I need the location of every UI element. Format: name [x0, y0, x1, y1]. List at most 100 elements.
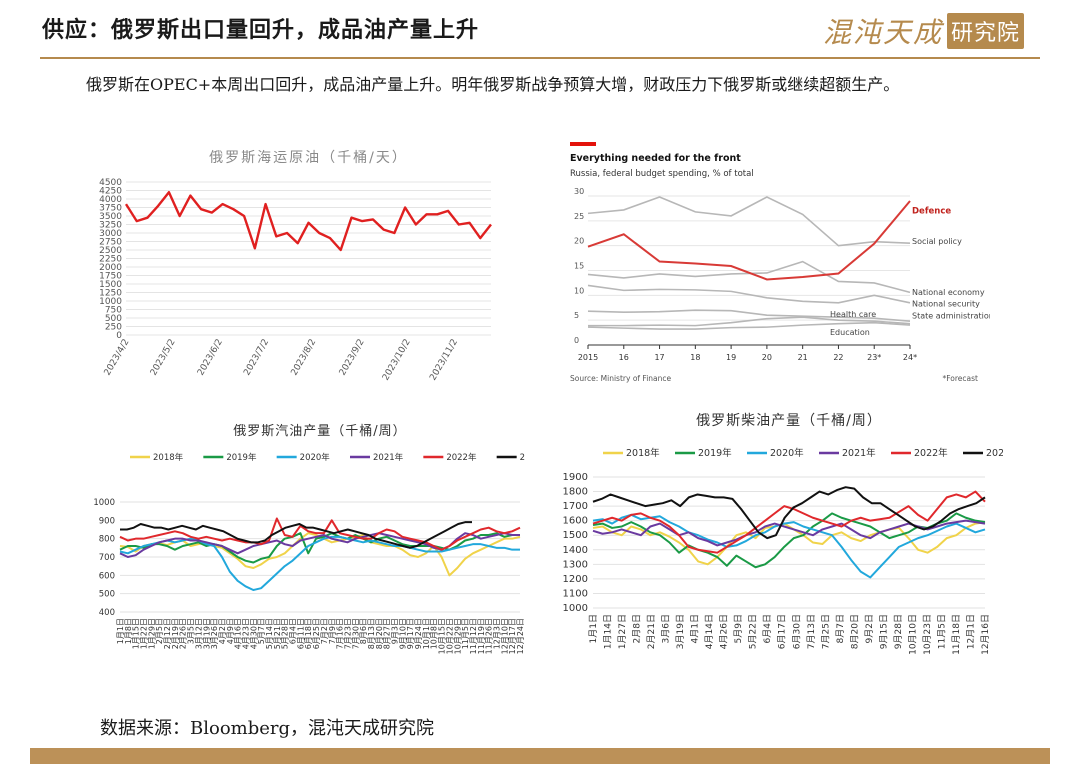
x-tick-label: 4月14日 [704, 614, 715, 649]
y-tick-label: 3000 [99, 229, 122, 239]
x-tick-label: 2023/11/2 [428, 338, 460, 383]
logo-wordmark: 混沌天成 [822, 16, 943, 49]
x-tick-label: 2015 [578, 353, 598, 362]
x-tick-label: 5月22日 [748, 614, 759, 649]
x-tick-label: 9月17日 [406, 618, 415, 649]
series-line [592, 513, 986, 579]
series-line [120, 521, 472, 549]
y-tick-label: 2750 [99, 238, 122, 248]
x-tick-label: 6月25日 [312, 618, 321, 649]
y-tick-label: 400 [99, 608, 115, 618]
x-tick-label: 2023/10/2 [381, 338, 413, 383]
x-tick-label: 11月5日 [461, 618, 470, 649]
legend-label: 2019年 [698, 447, 732, 459]
x-tick-label: 12月10日 [500, 618, 509, 654]
x-tick-label: 2月5日 [155, 618, 164, 644]
x-tick-label: 3月26日 [210, 618, 219, 649]
x-tick-label: 2023/4/2 [103, 338, 132, 378]
chart-footnote: *Forecast [943, 374, 979, 383]
x-tick-label: 12月17日 [508, 618, 517, 654]
x-tick-label: 8月20日 [375, 618, 384, 649]
chart-source-note: Source: Ministry of Finance [570, 374, 672, 383]
logo-badge: 研究院 [946, 13, 1024, 49]
y-tick-label: 4500 [99, 178, 122, 188]
y-tick-label: 250 [105, 323, 122, 333]
y-tick-label: 15 [574, 262, 584, 271]
legend-label: 2022年 [914, 447, 948, 459]
x-tick-label: 5月14日 [265, 618, 274, 649]
legend-label: 2023年 [986, 447, 1003, 459]
y-tick-label: 5 [574, 311, 579, 320]
y-tick-label: 600 [99, 571, 115, 581]
y-tick-label: 20 [574, 237, 584, 246]
y-tick-label: 1300 [563, 559, 588, 570]
x-tick-label: 2023/7/2 [242, 338, 271, 378]
brand-logo: 混沌天成 研究院 [823, 12, 1024, 50]
x-tick-label: 6月17日 [777, 614, 788, 649]
x-tick-label: 9月3日 [391, 618, 400, 644]
x-tick-label: 2023/6/2 [196, 338, 225, 378]
x-tick-label: 5月7日 [257, 618, 266, 644]
x-tick-label: 20 [762, 353, 772, 362]
y-tick-label: 3250 [99, 221, 122, 231]
x-tick-label: 10月22日 [445, 618, 454, 654]
x-tick-label: 1月8日 [124, 618, 133, 644]
x-tick-label: 4月23日 [241, 618, 250, 649]
y-tick-label: 1200 [563, 574, 588, 585]
x-tick-label: 8月20日 [849, 614, 860, 649]
x-tick-label: 3月19日 [202, 618, 211, 649]
x-tick-label: 10月29日 [453, 618, 462, 654]
x-tick-label: 10月23日 [922, 614, 933, 655]
y-tick-label: 2500 [99, 246, 122, 256]
y-tick-label: 25 [574, 212, 584, 221]
x-tick-label: 22 [833, 353, 843, 362]
x-tick-label: 4月2日 [218, 618, 227, 644]
y-tick-label: 1800 [563, 487, 588, 498]
y-tick-label: 1500 [99, 280, 122, 290]
y-tick-label: 4250 [99, 187, 122, 197]
x-tick-label: 8月13日 [367, 618, 376, 649]
series-line [119, 517, 521, 551]
series-line [587, 321, 911, 330]
series-label: Education [830, 328, 870, 337]
x-tick-label: 24* [903, 353, 917, 362]
y-tick-label: 800 [99, 535, 115, 545]
y-tick-label: 1600 [563, 516, 588, 527]
x-tick-label: 4月30日 [249, 618, 258, 649]
x-tick-label: 2月21日 [646, 614, 657, 649]
budget-chart-svg: Everything needed for the front Russia, f… [570, 142, 990, 383]
x-tick-label: 10月10日 [907, 614, 918, 655]
x-tick-label: 4月16日 [234, 618, 243, 649]
series-line [592, 490, 986, 554]
y-tick-label: 1900 [563, 472, 588, 483]
legend-label: 2020年 [300, 452, 331, 463]
x-tick-label: 4月1日 [690, 614, 701, 643]
x-tick-label: 10月8日 [430, 618, 439, 649]
y-tick-label: 4000 [99, 195, 122, 205]
x-tick-label: 23* [867, 353, 881, 362]
y-tick-label: 700 [99, 553, 115, 563]
x-tick-label: 10月1日 [422, 618, 431, 649]
series-label: Social policy [912, 237, 962, 246]
legend-label: 2023年 [520, 452, 525, 463]
x-tick-label: 2月8日 [632, 614, 643, 643]
y-tick-label: 1400 [563, 545, 588, 556]
gasoline-chart: 俄罗斯汽油产量（千桶/周） 2018年 2019年 2020年 2021年 2022年 20… [80, 415, 525, 675]
x-tick-label: 7月13日 [806, 614, 817, 649]
x-tick-label: 11月19日 [477, 618, 486, 654]
x-tick-label: 1月22日 [140, 618, 149, 649]
y-tick-label: 1700 [563, 501, 588, 512]
x-tick-label: 7月2日 [320, 618, 329, 644]
y-tick-label: 0 [574, 336, 579, 345]
y-tick-label: 1000 [563, 603, 588, 614]
y-tick-label: 10 [574, 286, 584, 295]
x-tick-label: 9月10日 [398, 618, 407, 649]
y-tick-label: 1000 [93, 498, 115, 508]
legend-label: 2020年 [770, 447, 804, 459]
legend-label: 2021年 [373, 452, 404, 463]
summary-text: 俄罗斯在OPEC+本周出口回升，成品油产量上升。明年俄罗斯战争预算大增，财政压力… [86, 75, 900, 94]
x-tick-label: 2月19日 [171, 618, 180, 649]
x-tick-label: 6月4日 [289, 618, 298, 644]
gasoline-chart-svg: 俄罗斯汽油产量（千桶/周） 2018年 2019年 2020年 2021年 2022年 20… [93, 424, 525, 654]
x-tick-label: 6月30日 [791, 614, 802, 649]
